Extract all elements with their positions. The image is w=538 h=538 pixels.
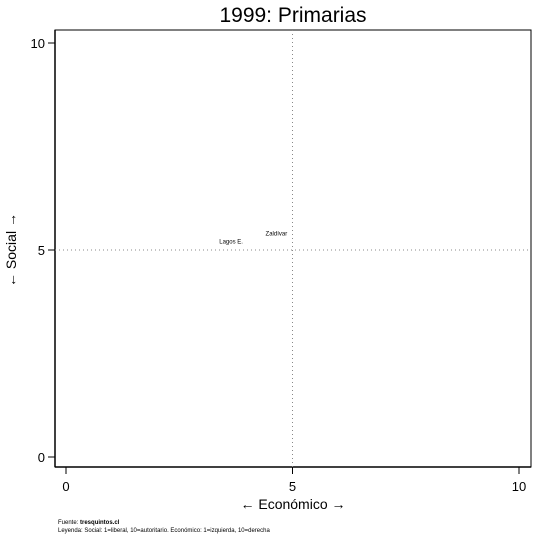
footer-legend: Leyenda: Social: 1=liberal, 10=autoritar… bbox=[58, 528, 270, 534]
y-tick-label: 10 bbox=[31, 36, 45, 51]
x-tick-label: 10 bbox=[512, 479, 526, 494]
y-tick-label: 0 bbox=[38, 450, 45, 465]
point-label: Zaldívar bbox=[266, 231, 288, 237]
footer-source-name: tresquintos.cl bbox=[80, 520, 120, 526]
chart-title: 1999: Primarias bbox=[219, 4, 366, 27]
footer-source-prefix: Fuente: bbox=[58, 520, 81, 526]
y-axis-label: ← Social → bbox=[3, 213, 19, 287]
y-tick-label: 5 bbox=[38, 243, 45, 258]
point-label: Lagos E. bbox=[219, 240, 243, 246]
plot-area bbox=[54, 29, 532, 468]
footer-source: Fuente: tresquintos.cl bbox=[58, 519, 119, 527]
x-tick-label: 5 bbox=[289, 479, 296, 494]
x-tick-label: 0 bbox=[62, 479, 69, 494]
x-axis-label: ← Económico → bbox=[240, 496, 345, 512]
